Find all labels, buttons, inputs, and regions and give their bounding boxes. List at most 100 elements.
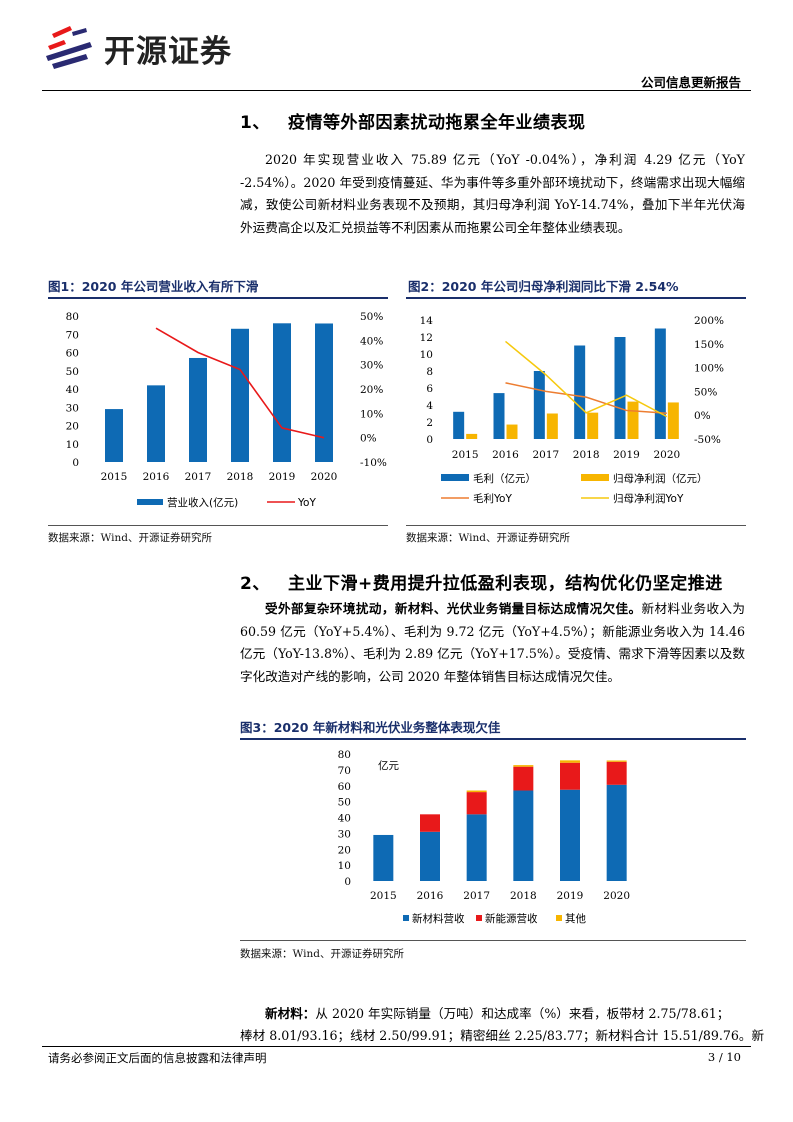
- y-tick-label: 80: [338, 749, 351, 761]
- revenue-bar: [189, 357, 207, 462]
- y-right-tick-label: 150%: [694, 339, 724, 351]
- net-profit-bar: [466, 433, 478, 439]
- net-profit-bar: [667, 402, 679, 439]
- stacked-bar-segment: [420, 814, 440, 832]
- y-tick-label: 10: [338, 860, 351, 872]
- section-3-text-1: 从 2020 年实际销量（万吨）和达成率（%）来看，板带材 2.75/78.61…: [315, 1006, 730, 1021]
- x-tick-label: 2019: [269, 471, 296, 483]
- net-profit-bar: [546, 413, 558, 439]
- legend-swatch: [476, 915, 482, 921]
- gross-profit-bar: [533, 371, 545, 439]
- legend-bar-swatch: [137, 499, 163, 505]
- x-tick-label: 2016: [143, 471, 170, 483]
- gross-profit-bar: [574, 345, 586, 439]
- x-tick-label: 2015: [370, 890, 397, 902]
- y-left-tick-label: 70: [66, 329, 79, 341]
- y-tick-label: 20: [338, 844, 351, 856]
- y-left-tick-label: 14: [420, 315, 434, 327]
- figure-2-chart: 0 2 4 6 8 10 12 14 -50% 0% 50% 100% 150% 200% 2015 2016…: [420, 315, 724, 505]
- header-rule: [42, 90, 751, 92]
- y-left-tick-label: 50: [66, 366, 79, 378]
- figure-3-caption: 图3：2020 年新材料和光伏业务整体表现欠佳: [240, 720, 501, 735]
- y-left-tick-label: 10: [66, 439, 79, 451]
- x-tick-label: 2018: [227, 471, 254, 483]
- legend-label: 新材料营收: [412, 912, 465, 925]
- legend-net-swatch: [581, 474, 609, 481]
- stacked-bar-segment: [606, 784, 627, 881]
- section-1-number: 1、: [240, 113, 270, 133]
- section-1-paragraph: 2020 年实现营业收入 75.89 亿元（YoY -0.04%），净利润 4.…: [240, 149, 745, 239]
- y-tick-label: 60: [338, 781, 351, 793]
- y-right-tick-label: 40%: [360, 335, 383, 347]
- footer-disclaimer: 请务必参阅正文后面的信息披露和法律声明: [48, 1051, 267, 1065]
- x-tick-label: 2019: [557, 890, 584, 902]
- x-tick-label: 2018: [510, 890, 537, 902]
- stacked-bar-segment: [560, 760, 580, 763]
- figure-1-source-rule: [48, 525, 388, 526]
- revenue-bar: [273, 323, 291, 462]
- y-left-tick-label: 60: [66, 348, 79, 360]
- y-left-tick-label: 6: [426, 383, 433, 395]
- stacked-bar-segment: [466, 792, 487, 815]
- stacked-bar-segment: [466, 814, 487, 881]
- figure-1-source: 数据来源：Wind、开源证券研究所: [48, 532, 212, 544]
- y-left-tick-label: 80: [66, 311, 79, 323]
- legend-gross-label: 毛利（亿元）: [473, 472, 536, 485]
- yoy-line: [155, 327, 325, 439]
- section-1-heading: 疫情等外部因素扰动拖累全年业绩表现: [288, 113, 586, 133]
- y-left-tick-label: 10: [420, 349, 433, 361]
- stacked-bar-segment: [606, 761, 627, 785]
- y-right-tick-label: 20%: [360, 384, 383, 396]
- y-left-tick-label: 2: [426, 417, 433, 429]
- gross-profit-bar: [453, 411, 465, 439]
- stacked-bar-segment: [560, 762, 580, 790]
- stacked-bar-segment: [466, 790, 487, 793]
- x-tick-label: 2015: [101, 471, 128, 483]
- y-left-tick-label: 30: [66, 402, 79, 414]
- x-tick-label: 2020: [603, 890, 630, 902]
- section-3-line-2: 棒材 8.01/93.16；线材 2.50/99.91；精密细丝 2.25/83…: [240, 1028, 765, 1043]
- page-number: 3 / 10: [707, 1050, 741, 1064]
- y-right-tick-label: 0%: [694, 410, 711, 422]
- y-tick-label: 40: [338, 813, 351, 825]
- x-tick-label: 2018: [573, 449, 600, 461]
- section-3-lead: 新材料：: [265, 1006, 316, 1021]
- y-left-tick-label: 12: [420, 332, 433, 344]
- legend-net-label: 归母净利润（亿元）: [613, 472, 708, 485]
- legend-swatch: [403, 915, 409, 921]
- section-1-text: 2020 年实现营业收入 75.89 亿元（YoY -0.04%），净利润 4.…: [240, 152, 745, 235]
- stacked-bar-segment: [420, 831, 440, 881]
- gross-profit-yoy-line: [505, 382, 667, 415]
- company-logo: 开源证券: [42, 22, 292, 72]
- stacked-bar-segment: [513, 766, 534, 791]
- y-tick-label: 30: [338, 828, 351, 840]
- x-tick-label: 2019: [613, 449, 640, 461]
- revenue-bar: [105, 409, 123, 462]
- stacked-bar-segment: [373, 834, 394, 881]
- y-right-tick-label: 100%: [694, 363, 724, 375]
- gross-profit-bar: [654, 328, 666, 439]
- y-left-tick-label: 8: [426, 366, 433, 378]
- y-right-tick-label: 50%: [360, 311, 383, 323]
- section-2-lead: 受外部复杂环境扰动，新材料、光伏业务销量目标达成情况欠佳。: [265, 601, 642, 616]
- y-left-tick-label: 0: [426, 434, 433, 446]
- stacked-bar-segment: [560, 789, 580, 881]
- y-left-tick-label: 0: [72, 457, 79, 469]
- y-right-tick-label: 200%: [694, 315, 724, 327]
- y-tick-label: 50: [338, 797, 351, 809]
- figure-3-source: 数据来源：Wind、开源证券研究所: [240, 948, 404, 960]
- legend-swatch: [556, 915, 562, 921]
- figure-3-rule: [240, 738, 746, 740]
- legend-line-label: YoY: [297, 497, 316, 509]
- legend-gross-swatch: [441, 474, 469, 481]
- y-right-tick-label: -50%: [694, 434, 721, 446]
- legend-net-yoy-label: 归母净利润YoY: [613, 492, 684, 505]
- net-profit-bar: [627, 401, 639, 439]
- y-tick-label: 0: [344, 876, 351, 888]
- legend-label: 其他: [565, 912, 586, 925]
- figure-2-source-rule: [406, 525, 746, 526]
- section-2-number: 2、: [240, 574, 270, 594]
- figure-2-rule: [406, 297, 746, 299]
- x-tick-label: 2017: [532, 449, 559, 461]
- section-2-title: 2、 主业下滑+费用提升拉低盈利表现，结构优化仍坚定推进: [240, 569, 723, 594]
